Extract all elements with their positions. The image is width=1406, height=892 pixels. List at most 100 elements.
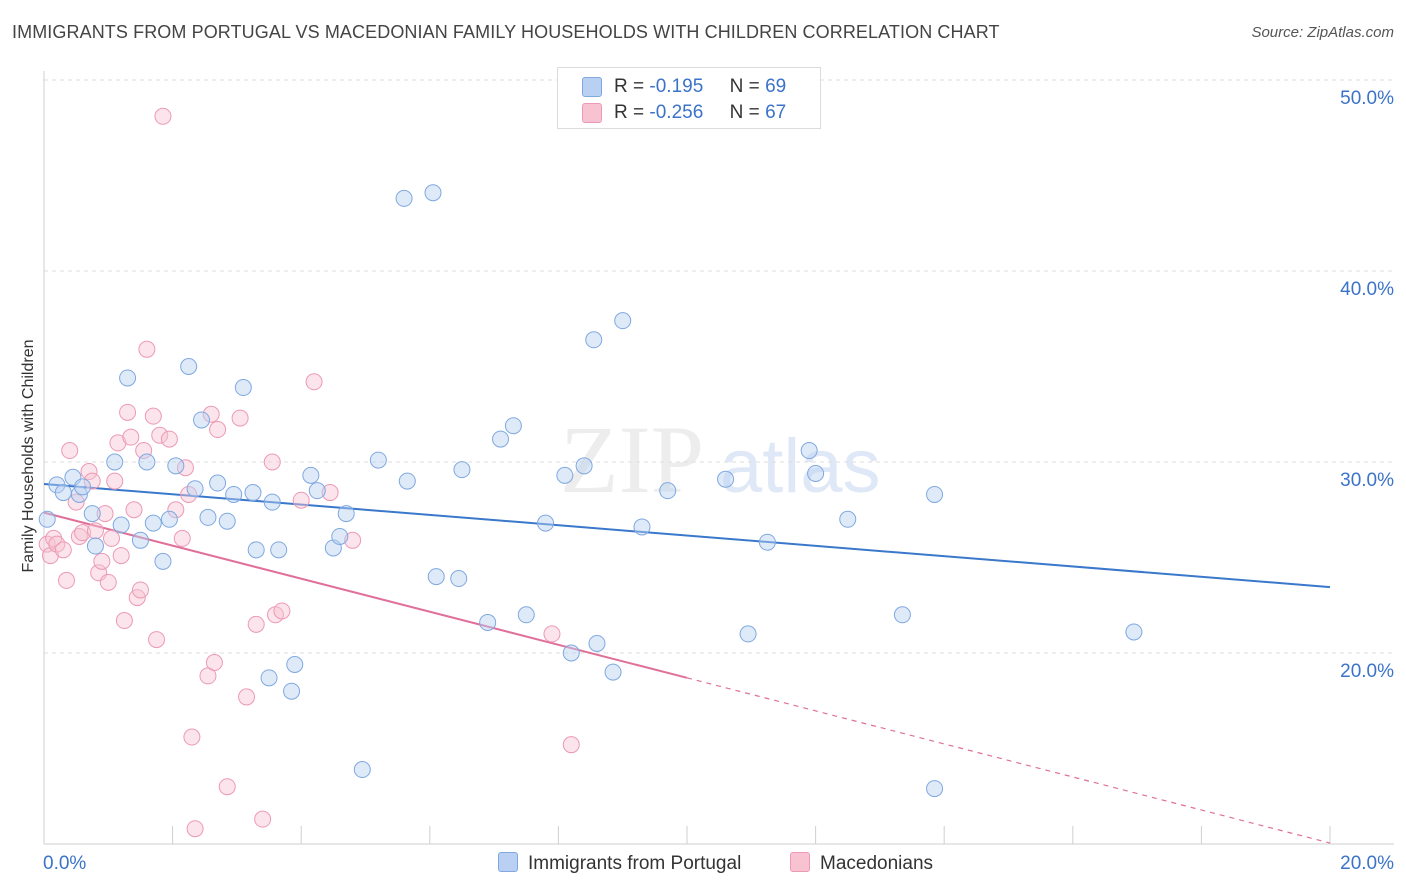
point-portugal — [160, 510, 178, 528]
point-macedonians — [254, 810, 272, 828]
point-macedonians — [106, 472, 124, 490]
point-portugal — [244, 484, 262, 502]
point-macedonians — [231, 409, 249, 427]
r-label: R = — [614, 102, 645, 123]
n-value: 69 — [765, 76, 787, 97]
point-macedonians — [180, 485, 198, 503]
point-macedonians — [135, 442, 153, 460]
legend-swatch-blue — [582, 77, 602, 97]
y-tick-label: 50.0% — [1340, 88, 1394, 109]
x-tick-label-max: 20.0% — [1340, 853, 1394, 874]
legend-label-macedonians: Macedonians — [820, 853, 934, 874]
point-macedonians — [48, 535, 66, 553]
point-portugal — [424, 184, 442, 202]
point-portugal — [556, 466, 574, 484]
point-macedonians — [543, 625, 561, 643]
point-portugal — [302, 466, 320, 484]
point-macedonians — [273, 602, 291, 620]
point-portugal — [479, 613, 497, 631]
legend-swatch-blue — [498, 852, 518, 872]
point-portugal — [286, 655, 304, 673]
point-macedonians — [38, 535, 56, 553]
point-portugal — [353, 761, 371, 779]
point-portugal — [717, 470, 735, 488]
y-tick-label: 40.0% — [1340, 279, 1394, 300]
point-macedonians — [112, 547, 130, 565]
point-macedonians — [154, 107, 172, 125]
point-portugal — [106, 453, 124, 471]
point-portugal — [138, 453, 156, 471]
point-portugal — [337, 505, 355, 523]
point-macedonians — [74, 524, 92, 542]
point-macedonians — [321, 484, 339, 502]
grid-lines — [44, 79, 1394, 654]
point-portugal — [144, 514, 162, 532]
point-portugal — [186, 480, 204, 498]
point-portugal — [119, 369, 137, 387]
point-portugal — [193, 411, 211, 429]
point-portugal — [369, 451, 387, 469]
point-macedonians — [202, 405, 220, 423]
y-tick-labels: 20.0% 30.0% 40.0% 50.0% — [1340, 88, 1394, 682]
point-macedonians — [115, 612, 133, 630]
source-label: Source: ZipAtlas.com — [1251, 24, 1394, 41]
point-macedonians — [131, 581, 149, 599]
series-legend: Immigrants from Portugal Macedonians — [0, 852, 1406, 878]
point-macedonians — [96, 505, 114, 523]
point-portugal — [234, 379, 252, 397]
trend-line-macedonians-extrapolated — [686, 677, 1331, 844]
point-macedonians — [209, 421, 227, 439]
point-macedonians — [186, 820, 204, 838]
trend-lines — [43, 482, 1331, 844]
point-macedonians — [45, 529, 63, 547]
point-portugal — [604, 663, 622, 681]
point-portugal — [218, 512, 236, 530]
point-macedonians — [54, 541, 72, 559]
point-macedonians — [61, 442, 79, 460]
point-macedonians — [86, 522, 104, 540]
point-portugal — [225, 485, 243, 503]
y-tick-label: 20.0% — [1340, 661, 1394, 682]
point-portugal — [83, 505, 101, 523]
legend-item-portugal: Immigrants from Portugal — [498, 852, 741, 875]
point-macedonians — [80, 463, 98, 481]
point-macedonians — [122, 428, 140, 446]
point-macedonians — [247, 615, 265, 633]
point-portugal — [395, 189, 413, 207]
r-label: R = — [614, 76, 645, 97]
point-portugal — [209, 474, 227, 492]
point-portugal — [260, 669, 278, 687]
series-macedonians-points — [38, 107, 580, 838]
legend-swatch-pink — [790, 852, 810, 872]
point-portugal — [283, 682, 301, 700]
point-portugal — [1125, 623, 1143, 641]
point-portugal — [54, 484, 72, 502]
point-portugal — [308, 482, 326, 500]
legend-item-macedonians: Macedonians — [790, 852, 933, 875]
point-portugal — [453, 461, 471, 479]
point-portugal — [537, 514, 555, 532]
stats-legend: R = -0.195 N = 69 R = -0.256 N = 67 — [557, 67, 821, 129]
point-portugal — [800, 442, 818, 460]
point-macedonians — [160, 430, 178, 448]
legend-swatch-pink — [582, 103, 602, 123]
point-portugal — [575, 457, 593, 475]
x-tick-label-min: 0.0% — [43, 853, 87, 874]
point-portugal — [154, 552, 172, 570]
watermark-zip: ZIP — [560, 406, 704, 513]
point-portugal — [263, 493, 281, 511]
n-value: 67 — [765, 102, 787, 123]
point-portugal — [739, 625, 757, 643]
point-portugal — [131, 531, 149, 549]
point-macedonians — [173, 529, 191, 547]
point-portugal — [74, 478, 92, 496]
point-macedonians — [167, 501, 185, 519]
point-macedonians — [93, 552, 111, 570]
point-macedonians — [344, 531, 362, 549]
point-portugal — [450, 570, 468, 588]
point-portugal — [926, 780, 944, 798]
point-portugal — [562, 644, 580, 662]
point-portugal — [398, 472, 416, 490]
y-tick-label: 30.0% — [1340, 470, 1394, 491]
point-portugal — [199, 508, 217, 526]
